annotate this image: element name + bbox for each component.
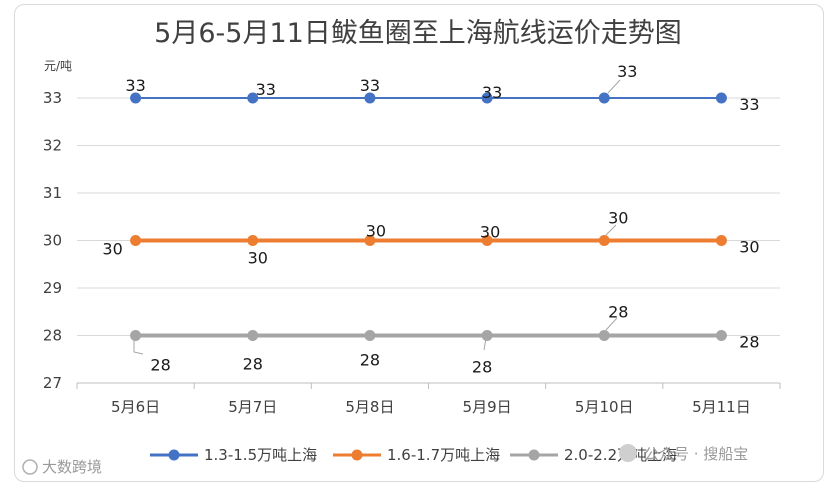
y-axis-ticks: 27 28 29 30 31 32 33 [43,89,62,392]
data-label: 28 [739,333,759,352]
y-tick-label: 30 [43,232,62,250]
chart-frame [14,4,824,482]
data-point [247,330,259,341]
data-point [715,235,727,246]
wechat-icon [619,444,637,462]
y-tick-label: 28 [43,327,62,345]
data-point [715,330,727,341]
legend-swatch-marker [528,449,540,461]
data-point [247,92,259,104]
x-tick-label: 5月7日 [228,398,277,416]
data-label: 28 [608,303,628,322]
legend-swatch-marker [351,449,363,461]
x-tick-label: 5月9日 [463,398,512,416]
x-tick-label: 5月11日 [692,398,751,416]
watermark-right-text: 公众号 · 搜船宝 [644,445,748,463]
data-label: 30 [102,240,122,259]
label-leader-line [607,79,621,94]
data-point [364,235,376,246]
y-tick-label: 32 [43,137,62,155]
data-label: 33 [482,83,502,102]
x-tick-label: 5月6日 [111,398,160,416]
x-axis-ticks: 5月6日 5月7日 5月8日 5月9日 5月10日 5月11日 [76,383,781,416]
data-label: 33 [125,76,145,95]
data-point [364,330,376,341]
data-point [481,330,493,341]
data-label: 30 [739,238,759,257]
y-tick-label: 27 [43,374,62,392]
watermark-left: 大数跨境 [22,458,102,476]
y-axis-unit: 元/吨 [44,59,72,73]
data-point [715,92,727,104]
data-label: 33 [256,80,276,99]
legend-label: 1.3-1.5万吨上海 [204,446,317,464]
data-point [481,92,493,104]
data-point [364,92,376,104]
label-leader-line [133,338,144,355]
legend-label: 1.6-1.7万吨上海 [387,446,500,464]
data-label: 33 [617,62,637,81]
data-point [130,330,142,341]
data-label: 33 [739,95,759,114]
watermark-logo-icon [22,459,38,475]
data-point [130,92,142,104]
data-point [130,235,142,246]
data-point [598,330,610,341]
legend-swatch-marker [168,449,180,461]
watermark-right: 公众号 · 搜船宝 [619,444,748,463]
label-leader-line [483,337,487,351]
data-label: 28 [243,355,263,374]
data-label: 28 [472,358,492,377]
data-point [247,235,259,246]
data-point [598,92,610,104]
label-leader-line [605,317,618,331]
chart-title: 5月6-5月11日鲅鱼圈至上海航线运价走势图 [154,18,682,49]
data-label: 28 [360,351,380,370]
data-labels: 33 33 33 33 33 33 30 30 30 30 30 30 28 28 28 28 28 28 [102,62,759,377]
data-label: 30 [480,223,500,242]
data-label: 30 [608,209,628,228]
label-leader-line [605,224,617,236]
data-label: 30 [366,222,386,241]
x-tick-label: 5月8日 [345,398,394,416]
data-label: 28 [150,356,170,375]
y-tick-label: 31 [43,184,62,202]
y-tick-label: 33 [43,89,62,107]
data-label: 33 [360,76,380,95]
data-label: 30 [248,249,268,268]
data-point [598,235,610,246]
watermark-left-text: 大数跨境 [42,458,102,476]
y-tick-label: 29 [43,279,62,297]
data-point [481,235,493,246]
x-tick-label: 5月10日 [575,398,634,416]
series-group [130,92,727,341]
